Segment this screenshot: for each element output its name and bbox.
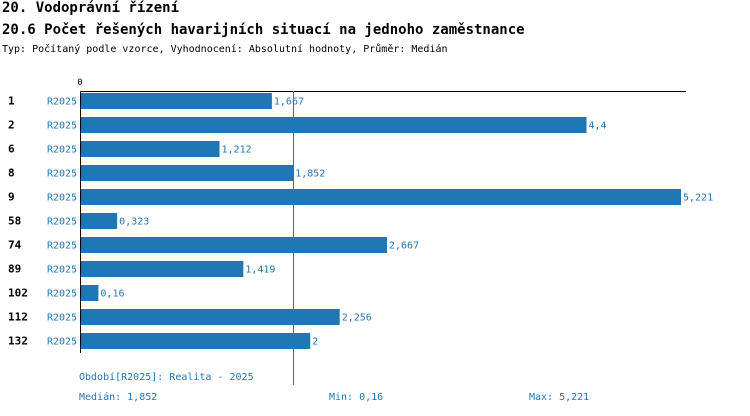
series-label: R2025: [47, 241, 77, 252]
chart-title: 20.6 Počet řešených havarijních situací …: [2, 22, 525, 38]
value-label: 2: [312, 337, 318, 348]
row-id-label: 102: [8, 287, 28, 300]
value-label: 1,212: [222, 145, 252, 156]
series-label: R2025: [47, 193, 77, 204]
series-label: R2025: [47, 289, 77, 300]
row-id-label: 89: [8, 263, 21, 276]
value-label: 0,16: [100, 289, 124, 300]
value-label: 1,667: [274, 97, 304, 108]
bar: [81, 117, 587, 133]
series-label: R2025: [47, 169, 77, 180]
series-label: R2025: [47, 145, 77, 156]
bar: [81, 261, 244, 277]
section-title: 20. Vodoprávní řízení: [2, 0, 180, 16]
bar: [81, 141, 220, 157]
bar: [81, 333, 311, 349]
row-id-label: 9: [8, 191, 15, 204]
series-label: R2025: [47, 265, 77, 276]
row-id-label: 132: [8, 335, 28, 348]
chart-subtitle: Typ: Počítaný podle vzorce, Vyhodnocení:…: [2, 44, 448, 55]
value-label: 1,852: [295, 169, 325, 180]
value-label: 2,256: [342, 313, 372, 324]
value-label: 5,221: [683, 193, 713, 204]
series-label: R2025: [47, 97, 77, 108]
max-stat: Max: 5,221: [529, 392, 590, 403]
bar: [81, 189, 681, 205]
min-stat: Min: 0,16: [329, 392, 384, 403]
value-label: 0,323: [119, 217, 149, 228]
bar: [81, 93, 272, 109]
value-label: 4,4: [588, 121, 606, 132]
series-label: R2025: [47, 337, 77, 348]
row-id-label: 112: [8, 311, 28, 324]
value-label: 1,419: [245, 265, 275, 276]
bar: [81, 165, 294, 181]
row-id-label: 6: [8, 143, 15, 156]
bar: [81, 309, 340, 325]
bar: [81, 213, 118, 229]
value-label: 2,667: [389, 241, 419, 252]
period-label: Období[R2025]: Realita - 2025: [79, 372, 254, 383]
series-label: R2025: [47, 121, 77, 132]
series-label: R2025: [47, 217, 77, 228]
row-id-label: 8: [8, 167, 15, 180]
row-id-label: 74: [8, 239, 22, 252]
bar: [81, 285, 99, 301]
x-tick-label: 0: [77, 78, 82, 88]
bar: [81, 237, 388, 253]
row-id-label: 1: [8, 95, 15, 108]
row-id-label: 2: [8, 119, 15, 132]
row-id-label: 58: [8, 215, 21, 228]
median-stat: Medián: 1,852: [79, 392, 158, 403]
series-label: R2025: [47, 313, 77, 324]
